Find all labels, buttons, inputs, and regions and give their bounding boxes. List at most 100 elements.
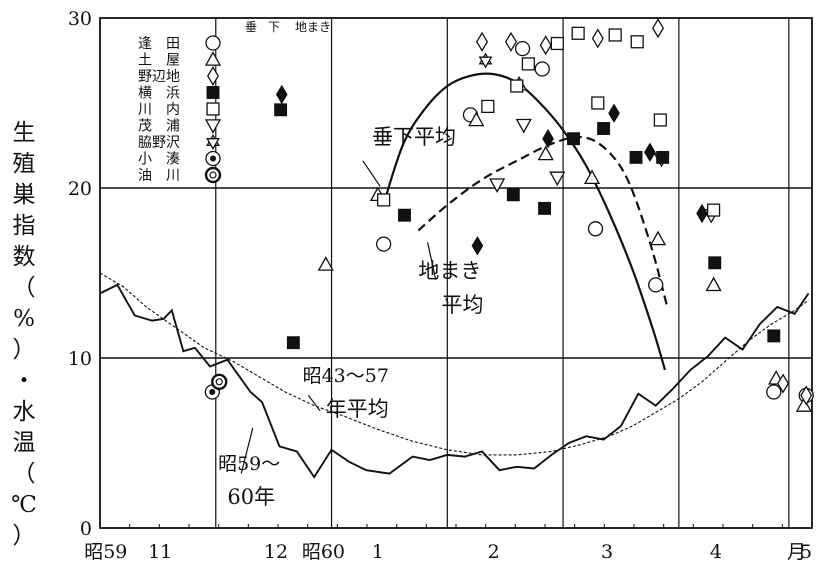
- x-tick-label: 3: [601, 541, 613, 563]
- x-tick-label: 昭60: [302, 541, 345, 563]
- y-tick-label: 0: [80, 518, 92, 540]
- legend-marker-double-circle: [204, 166, 222, 184]
- series-line-0: [383, 72, 667, 371]
- marker-triangle-down: [488, 178, 506, 193]
- legend-label: 横 浜: [138, 86, 180, 102]
- marker-diamond: [652, 18, 665, 39]
- legend-label: 茂 浦: [138, 118, 180, 135]
- legend-label: 小 湊: [138, 151, 180, 168]
- marker-square: [538, 201, 552, 215]
- legend-marker-star: [206, 134, 220, 150]
- leader-line: [362, 160, 381, 187]
- marker-diamond: [504, 31, 517, 52]
- y-label-char: （: [12, 461, 36, 487]
- y-label-char: 温: [12, 430, 36, 456]
- y-label-char: 数: [12, 244, 36, 270]
- legend-label: 脇野沢: [138, 135, 180, 151]
- annotation-label: 平均: [442, 293, 484, 317]
- y-tick-label: 20: [68, 178, 92, 200]
- leader-line: [240, 427, 254, 474]
- marker-square-open: [481, 99, 495, 113]
- annotation-label: 地まき: [418, 259, 481, 283]
- y-label-char: 巣: [12, 182, 36, 208]
- legend-header: 地まき: [295, 20, 331, 34]
- circle-dot-inner: [209, 389, 216, 395]
- marker-diamond: [591, 28, 604, 49]
- x-tick-label: 12: [264, 541, 288, 563]
- marker-square-open: [521, 57, 535, 71]
- x-tick-label: 2: [488, 541, 500, 563]
- leader-line: [427, 242, 437, 280]
- series-line-2: [99, 272, 809, 456]
- y-axis-label: 生 殖 巣 指 数 （ % ） ・ 水 温 （ ℃ ）: [6, 118, 42, 552]
- y-label-char: ・: [12, 368, 36, 394]
- marker-square: [286, 336, 300, 350]
- marker-triangle: [649, 230, 667, 246]
- star-part: [478, 56, 493, 69]
- double-circle-inner: [215, 378, 223, 386]
- marker-square: [506, 188, 520, 202]
- circle-dot-inner: [210, 155, 216, 162]
- y-label-char: 殖: [12, 151, 36, 177]
- annotation-label: 昭43～57: [303, 365, 389, 387]
- legend-marker-circle: [205, 35, 221, 51]
- marker-diamond-filled: [608, 103, 620, 123]
- y-tick-label: 30: [68, 8, 92, 30]
- marker-square: [398, 208, 411, 222]
- marker-square: [274, 103, 288, 117]
- star-part: [206, 138, 220, 150]
- marker-circle: [534, 61, 550, 77]
- marker-triangle: [583, 169, 601, 185]
- marker-square-open: [510, 79, 524, 93]
- marker-triangle-down: [549, 171, 566, 187]
- marker-diamond: [476, 31, 489, 52]
- marker-square: [656, 150, 670, 164]
- x-tick-label: 1: [372, 541, 384, 563]
- annotation-label: 年平均: [326, 397, 389, 421]
- legend-label: 川 内: [138, 102, 180, 118]
- legend-marker-triangle-down: [204, 119, 222, 134]
- y-label-char: ℃: [11, 492, 37, 518]
- double-circle-inner: [209, 171, 217, 179]
- marker-triangle-down: [515, 118, 532, 134]
- marker-circle: [514, 40, 531, 57]
- legend-marker-triangle: [204, 51, 222, 66]
- marker-square: [629, 150, 643, 164]
- marker-double-circle: [211, 373, 228, 390]
- legend-marker-square: [206, 86, 220, 99]
- annotation-label: 昭59～: [218, 453, 280, 475]
- legend-header: 下: [268, 20, 280, 34]
- marker-square-open: [630, 35, 644, 49]
- annotation-label: 60年: [227, 485, 275, 509]
- marker-square: [597, 122, 611, 135]
- marker-diamond-filled: [696, 203, 708, 224]
- legend-label: 野辺地: [138, 69, 180, 85]
- marker-square-open: [377, 193, 391, 207]
- marker-square-open: [706, 203, 721, 217]
- y-tick-label: 10: [68, 348, 92, 370]
- marker-triangle: [317, 256, 334, 271]
- marker-square-open: [653, 113, 667, 127]
- legend-marker-diamond: [206, 65, 220, 87]
- legend-label: 逢 田: [138, 36, 180, 52]
- legend-header: 垂: [245, 20, 257, 34]
- y-label-char: （: [12, 275, 36, 301]
- grid: [100, 18, 812, 528]
- marker-circle: [587, 221, 604, 237]
- marker-square: [567, 132, 580, 146]
- x-tick-label: 5: [800, 541, 812, 563]
- marker-diamond-filled: [471, 236, 484, 256]
- y-label-char: ）: [12, 523, 36, 549]
- leader-line: [307, 395, 321, 412]
- y-label-char: 生: [12, 120, 36, 146]
- marker-square-open: [571, 26, 585, 40]
- data-markers: [204, 18, 814, 412]
- marker-triangle: [537, 145, 554, 161]
- series-lines: [99, 72, 810, 479]
- legend-marker-circle-dot: [205, 150, 221, 167]
- x-tick-label: 11: [148, 541, 172, 563]
- marker-diamond-filled: [542, 128, 554, 149]
- marker-diamond: [800, 385, 813, 406]
